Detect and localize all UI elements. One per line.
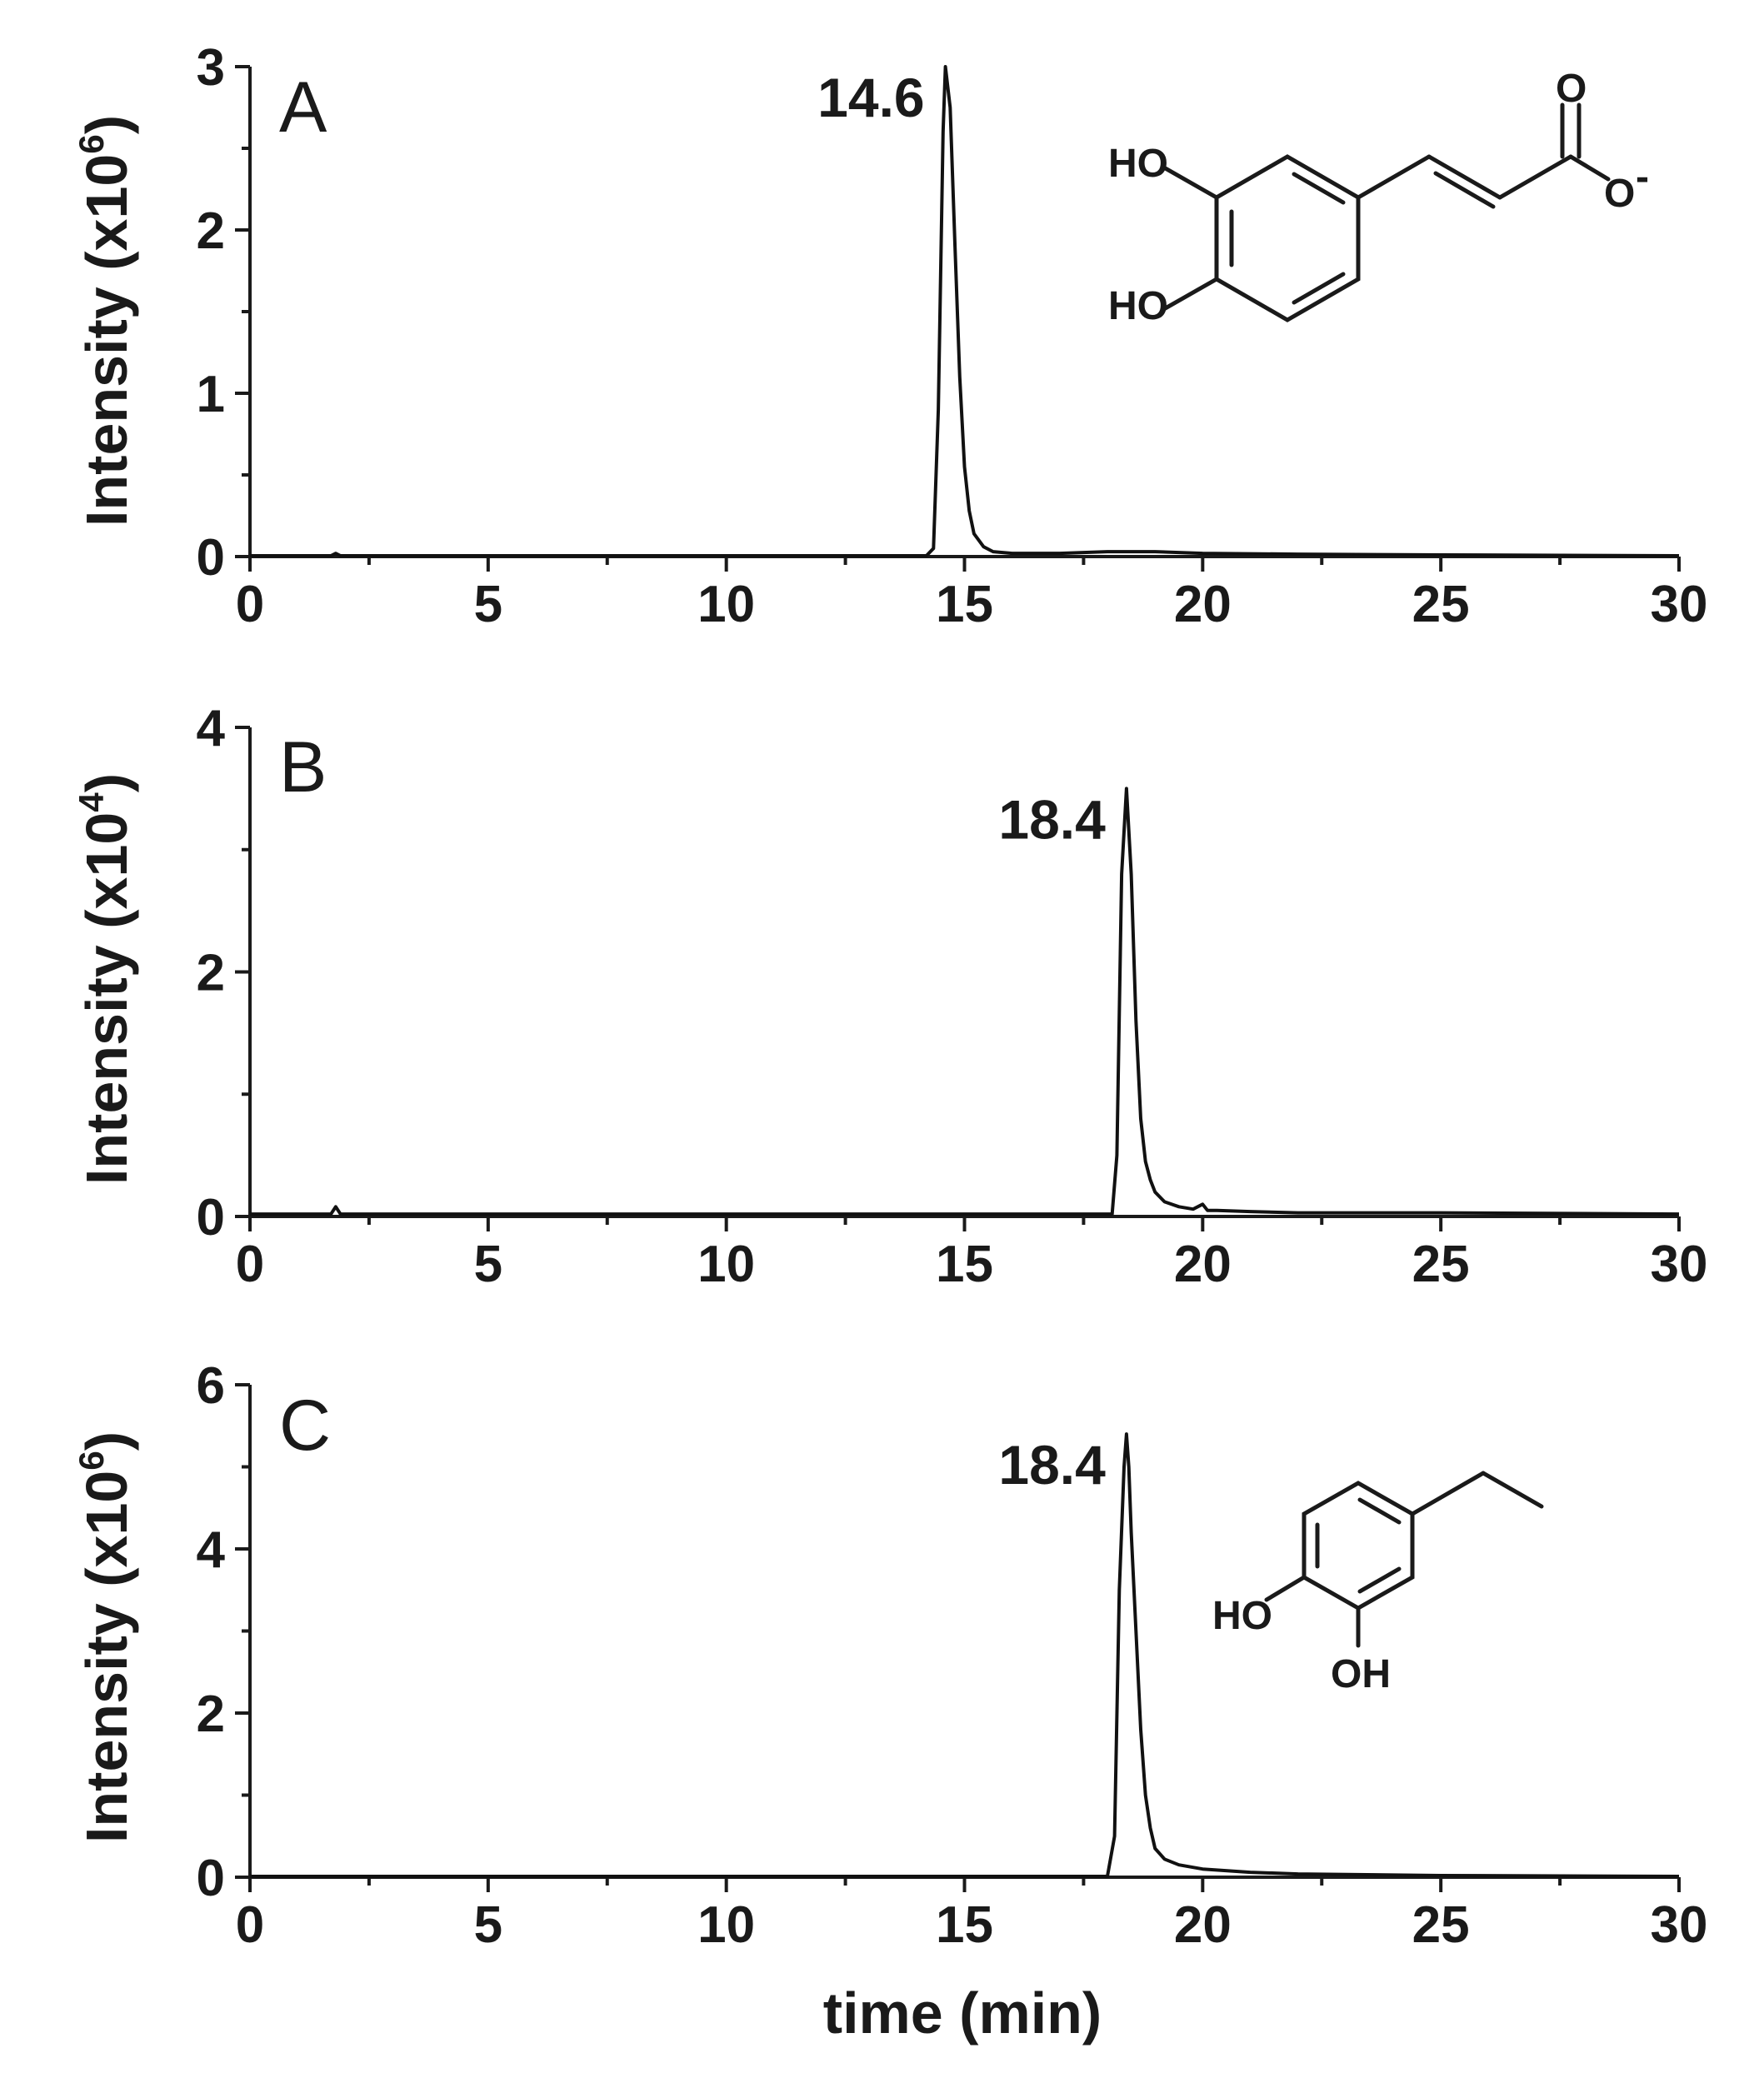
y-tick-label: 4 [197,1521,226,1579]
x-tick-label: 15 [936,1236,993,1293]
x-axis-label: time (min) [823,1981,1102,2046]
carboxylate-oxygen-label: O [1604,172,1635,216]
y-axis-label-main: Intensity (x10 [74,1471,139,1843]
x-tick-label: 20 [1174,1236,1232,1293]
y-axis-label-close: ) [74,1431,139,1451]
carbonyl-oxygen-label: O [1556,67,1587,111]
ticks: 0 5 10 15 20 25 30 0 2 4 6 [197,1357,1708,1954]
x-tick-label: 30 [1651,1896,1708,1954]
charge-label: - [1636,155,1649,199]
x-tick-label: 20 [1174,576,1232,633]
axes [248,1385,1679,1879]
y-axis-label-exponent: 6 [72,1451,111,1470]
y-tick-label: 2 [197,202,225,260]
panel-a: 0 5 10 15 20 25 30 0 1 2 3 A 14.6 Intensity (x106)… [72,39,1707,633]
peak-label: 14.6 [817,67,924,128]
panel-letter: A [279,67,327,147]
benzene-ring [1302,1481,1415,1611]
hydroxyl-label: HO [1212,1594,1272,1638]
peak-label: 18.4 [998,788,1106,850]
peak-label: 18.4 [998,1434,1106,1496]
y-axis-label-main: Intensity (x10 [74,154,139,527]
y-tick-label: 3 [197,39,225,97]
x-tick-label: 0 [236,1896,264,1954]
y-tick-label: 6 [197,1357,225,1415]
y-tick-label: 0 [197,1189,225,1246]
axes [248,727,1679,1218]
y-axis-label-close: ) [74,773,139,792]
x-tick-label: 30 [1651,576,1708,633]
axes [248,67,1679,558]
y-axis-label-close: ) [74,115,139,134]
hydroxyl-label: HO [1108,284,1168,328]
x-tick-label: 25 [1412,1236,1470,1293]
ethylcatechol-structure: HO OH [1212,1471,1544,1696]
single-bond [1568,154,1611,182]
double-bond [1427,154,1502,200]
y-axis-label-exponent: 6 [72,134,111,153]
single-bond [1497,154,1573,200]
x-tick-label: 5 [474,1896,502,1954]
chromatogram-trace-b [250,787,1680,1216]
y-tick-label: 2 [197,945,225,1002]
single-bond [1410,1471,1486,1516]
single-bond [1264,1575,1307,1602]
chromatogram-trace-c [250,1432,1680,1878]
single-bond [1160,164,1219,200]
x-tick-label: 20 [1174,1896,1232,1954]
panel-letter: B [279,727,327,807]
chromatogram-trace-a [250,65,1680,557]
y-axis-label: Intensity (x106) [72,1431,139,1843]
x-tick-label: 15 [936,1896,993,1954]
x-tick-label: 25 [1412,576,1470,633]
y-tick-label: 0 [197,1850,225,1907]
x-tick-label: 10 [697,1896,755,1954]
ticks: 0 5 10 15 20 25 30 0 1 2 3 [197,39,1708,633]
aromatic-bond [1357,1497,1402,1525]
x-tick-label: 25 [1412,1896,1470,1954]
x-tick-label: 10 [697,1236,755,1293]
x-tick-label: 5 [474,1236,502,1293]
x-tick-label: 0 [236,1236,264,1293]
single-bond [1481,1471,1544,1509]
y-tick-label: 2 [197,1686,225,1743]
aromatic-bond [1292,272,1346,305]
x-tick-label: 30 [1651,1236,1708,1293]
single-bond [1160,277,1219,312]
x-tick-label: 0 [236,576,264,633]
x-tick-label: 10 [697,576,755,633]
hydroxyl-label: OH [1331,1652,1391,1696]
y-axis-label-main: Intensity (x10 [74,812,139,1185]
aromatic-bond [1292,172,1346,205]
y-axis-label-exponent: 4 [72,792,111,812]
benzene-ring [1214,154,1361,322]
ticks: 0 5 10 15 20 25 30 0 2 4 [197,700,1708,1293]
y-axis-label: Intensity (x106) [72,115,139,527]
panel-letter: C [279,1386,331,1466]
x-tick-label: 5 [474,576,502,633]
hydroxyl-label: HO [1108,142,1168,186]
y-tick-label: 1 [197,366,225,423]
y-tick-label: 4 [197,700,226,757]
single-bond [1356,154,1432,200]
y-axis-label: Intensity (x104) [72,773,139,1185]
y-tick-label: 0 [197,529,225,587]
x-tick-label: 15 [936,576,993,633]
double-bond [1433,171,1496,209]
caffeate-structure: HO HO O O - [1108,67,1649,328]
aromatic-bond [1357,1566,1402,1594]
